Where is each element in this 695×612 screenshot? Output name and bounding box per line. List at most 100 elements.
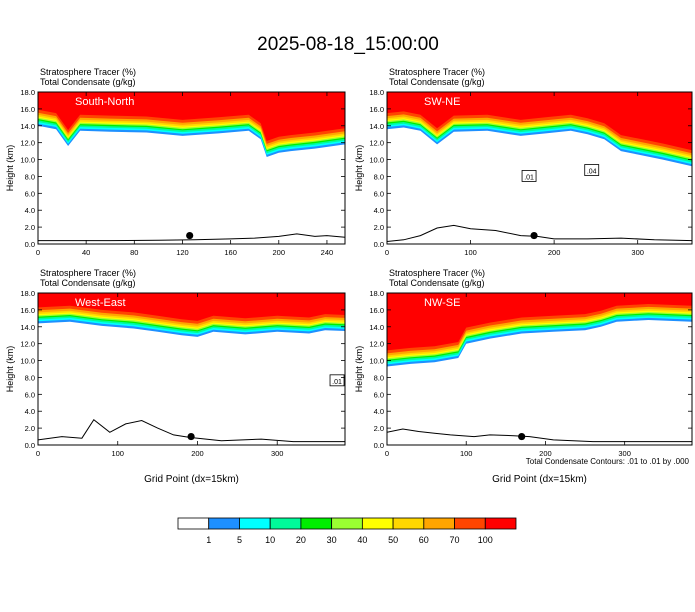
y-tick-label: 18.0 bbox=[369, 88, 384, 97]
y-tick-label: 4.0 bbox=[25, 407, 35, 416]
y-tick-label: 2.0 bbox=[25, 424, 35, 433]
x-tick-label: 200 bbox=[273, 248, 286, 257]
x-tick-label: 80 bbox=[130, 248, 138, 257]
band-100 bbox=[387, 92, 692, 151]
panel-title-tracer: Stratosphere Tracer (%) bbox=[389, 67, 485, 77]
colorbar-level-label: 30 bbox=[327, 535, 337, 545]
plot-area: West-East .01 bbox=[38, 293, 345, 445]
x-tick-label: 0 bbox=[36, 248, 40, 257]
x-tick-label: 120 bbox=[176, 248, 189, 257]
y-tick-label: 10.0 bbox=[20, 156, 35, 165]
x-tick-label: 100 bbox=[460, 449, 473, 458]
y-tick-label: 14.0 bbox=[369, 323, 384, 332]
panel-label: SW-NE bbox=[424, 96, 460, 108]
location-marker bbox=[186, 231, 194, 240]
plot-frame bbox=[386, 91, 693, 245]
band-100 bbox=[38, 92, 345, 141]
x-tick-label: 40 bbox=[82, 248, 90, 257]
y-tick-label: 2.0 bbox=[374, 223, 384, 232]
colorbar-level-label: 70 bbox=[450, 535, 460, 545]
panel-title-tracer: Stratosphere Tracer (%) bbox=[40, 268, 136, 278]
y-tick-label: 14.0 bbox=[20, 323, 35, 332]
contour-label-box bbox=[329, 374, 345, 387]
plot-frame bbox=[37, 91, 346, 245]
x-tick-label: 160 bbox=[224, 248, 237, 257]
colorbar-swatch bbox=[423, 517, 455, 530]
band-100 bbox=[38, 293, 345, 321]
x-tick-label: 100 bbox=[111, 449, 124, 458]
y-tick-label: 12.0 bbox=[20, 139, 35, 148]
y-tick-label: 6.0 bbox=[374, 390, 384, 399]
y-tick-label: 10.0 bbox=[369, 357, 384, 366]
panel-title-tracer: Stratosphere Tracer (%) bbox=[40, 67, 136, 77]
colorbar-swatch bbox=[239, 517, 271, 530]
colorbar-level-label: 60 bbox=[419, 535, 429, 545]
y-tick-label: 6.0 bbox=[374, 189, 384, 198]
panel-title-condensate: Total Condensate (g/kg) bbox=[40, 278, 136, 288]
y-axis-label: Height (km) bbox=[5, 145, 15, 192]
band-100 bbox=[387, 293, 692, 351]
panel-title-condensate: Total Condensate (g/kg) bbox=[389, 278, 485, 288]
figure-title: 2025-08-18_15:00:00 bbox=[257, 34, 439, 55]
panel-title-condensate: Total Condensate (g/kg) bbox=[389, 77, 485, 87]
y-tick-label: 8.0 bbox=[25, 373, 35, 382]
y-tick-label: 6.0 bbox=[25, 189, 35, 198]
y-tick-label: 14.0 bbox=[20, 122, 35, 131]
terrain-contour bbox=[387, 224, 692, 242]
contour-label-box bbox=[521, 170, 537, 182]
y-tick-label: 4.0 bbox=[374, 206, 384, 215]
y-tick-label: 8.0 bbox=[374, 373, 384, 382]
x-axis-label: Grid Point (dx=15km) bbox=[492, 474, 587, 485]
y-tick-label: 0.0 bbox=[25, 240, 35, 249]
panel-title-tracer: Stratosphere Tracer (%) bbox=[389, 268, 485, 278]
location-marker bbox=[530, 231, 538, 240]
y-tick-label: 4.0 bbox=[374, 407, 384, 416]
colorbar-swatch bbox=[331, 517, 363, 530]
colorbar-level-label: 5 bbox=[237, 535, 242, 545]
panel-south-north: Stratosphere Tracer (%)Total Condensate … bbox=[5, 67, 346, 257]
y-tick-label: 12.0 bbox=[369, 340, 384, 349]
x-tick-label: 0 bbox=[385, 248, 389, 257]
plot-frame bbox=[386, 292, 693, 446]
x-tick-label: 240 bbox=[321, 248, 334, 257]
plot-area: SW-NE .01 .04 bbox=[387, 92, 692, 244]
panels: Stratosphere Tracer (%)Total Condensate … bbox=[5, 67, 693, 485]
y-tick-label: 14.0 bbox=[369, 122, 384, 131]
colorbar-swatch bbox=[269, 517, 302, 530]
colorbar-swatch bbox=[392, 517, 425, 530]
y-tick-label: 2.0 bbox=[374, 424, 384, 433]
y-tick-label: 16.0 bbox=[20, 306, 35, 315]
contour-label: .01 bbox=[332, 379, 342, 386]
panel-west-east: Stratosphere Tracer (%)Total Condensate … bbox=[5, 268, 346, 485]
y-tick-label: 0.0 bbox=[374, 441, 384, 450]
terrain-contour bbox=[38, 418, 345, 443]
location-marker bbox=[187, 432, 195, 441]
y-axis-label: Height (km) bbox=[354, 145, 364, 192]
terrain-contour bbox=[38, 233, 345, 242]
plot-frame bbox=[37, 292, 346, 446]
x-tick-label: 100 bbox=[464, 248, 477, 257]
plot-area: South-North bbox=[38, 92, 345, 244]
colorbar-swatch bbox=[484, 517, 517, 530]
colorbar-level-label: 10 bbox=[265, 535, 275, 545]
y-axis-label: Height (km) bbox=[354, 346, 364, 393]
y-tick-label: 16.0 bbox=[369, 306, 384, 315]
y-tick-label: 16.0 bbox=[20, 105, 35, 114]
terrain-contour bbox=[387, 428, 692, 443]
x-tick-label: 200 bbox=[539, 449, 552, 458]
colorbar-level-label: 50 bbox=[388, 535, 398, 545]
colorbar-swatch bbox=[361, 517, 394, 530]
colorbar-swatch bbox=[454, 517, 486, 530]
colorbar-level-label: 40 bbox=[357, 535, 367, 545]
y-tick-label: 8.0 bbox=[374, 172, 384, 181]
x-tick-label: 300 bbox=[271, 449, 284, 458]
panel-title-condensate: Total Condensate (g/kg) bbox=[40, 77, 136, 87]
y-tick-label: 8.0 bbox=[25, 172, 35, 181]
y-tick-label: 18.0 bbox=[369, 289, 384, 298]
y-axis-label: Height (km) bbox=[5, 346, 15, 393]
x-tick-label: 0 bbox=[385, 449, 389, 458]
y-tick-label: 10.0 bbox=[20, 357, 35, 366]
contour-note: Total Condensate Contours: .01 to .01 by… bbox=[526, 457, 690, 466]
plot-area: NW-SE bbox=[387, 293, 692, 445]
